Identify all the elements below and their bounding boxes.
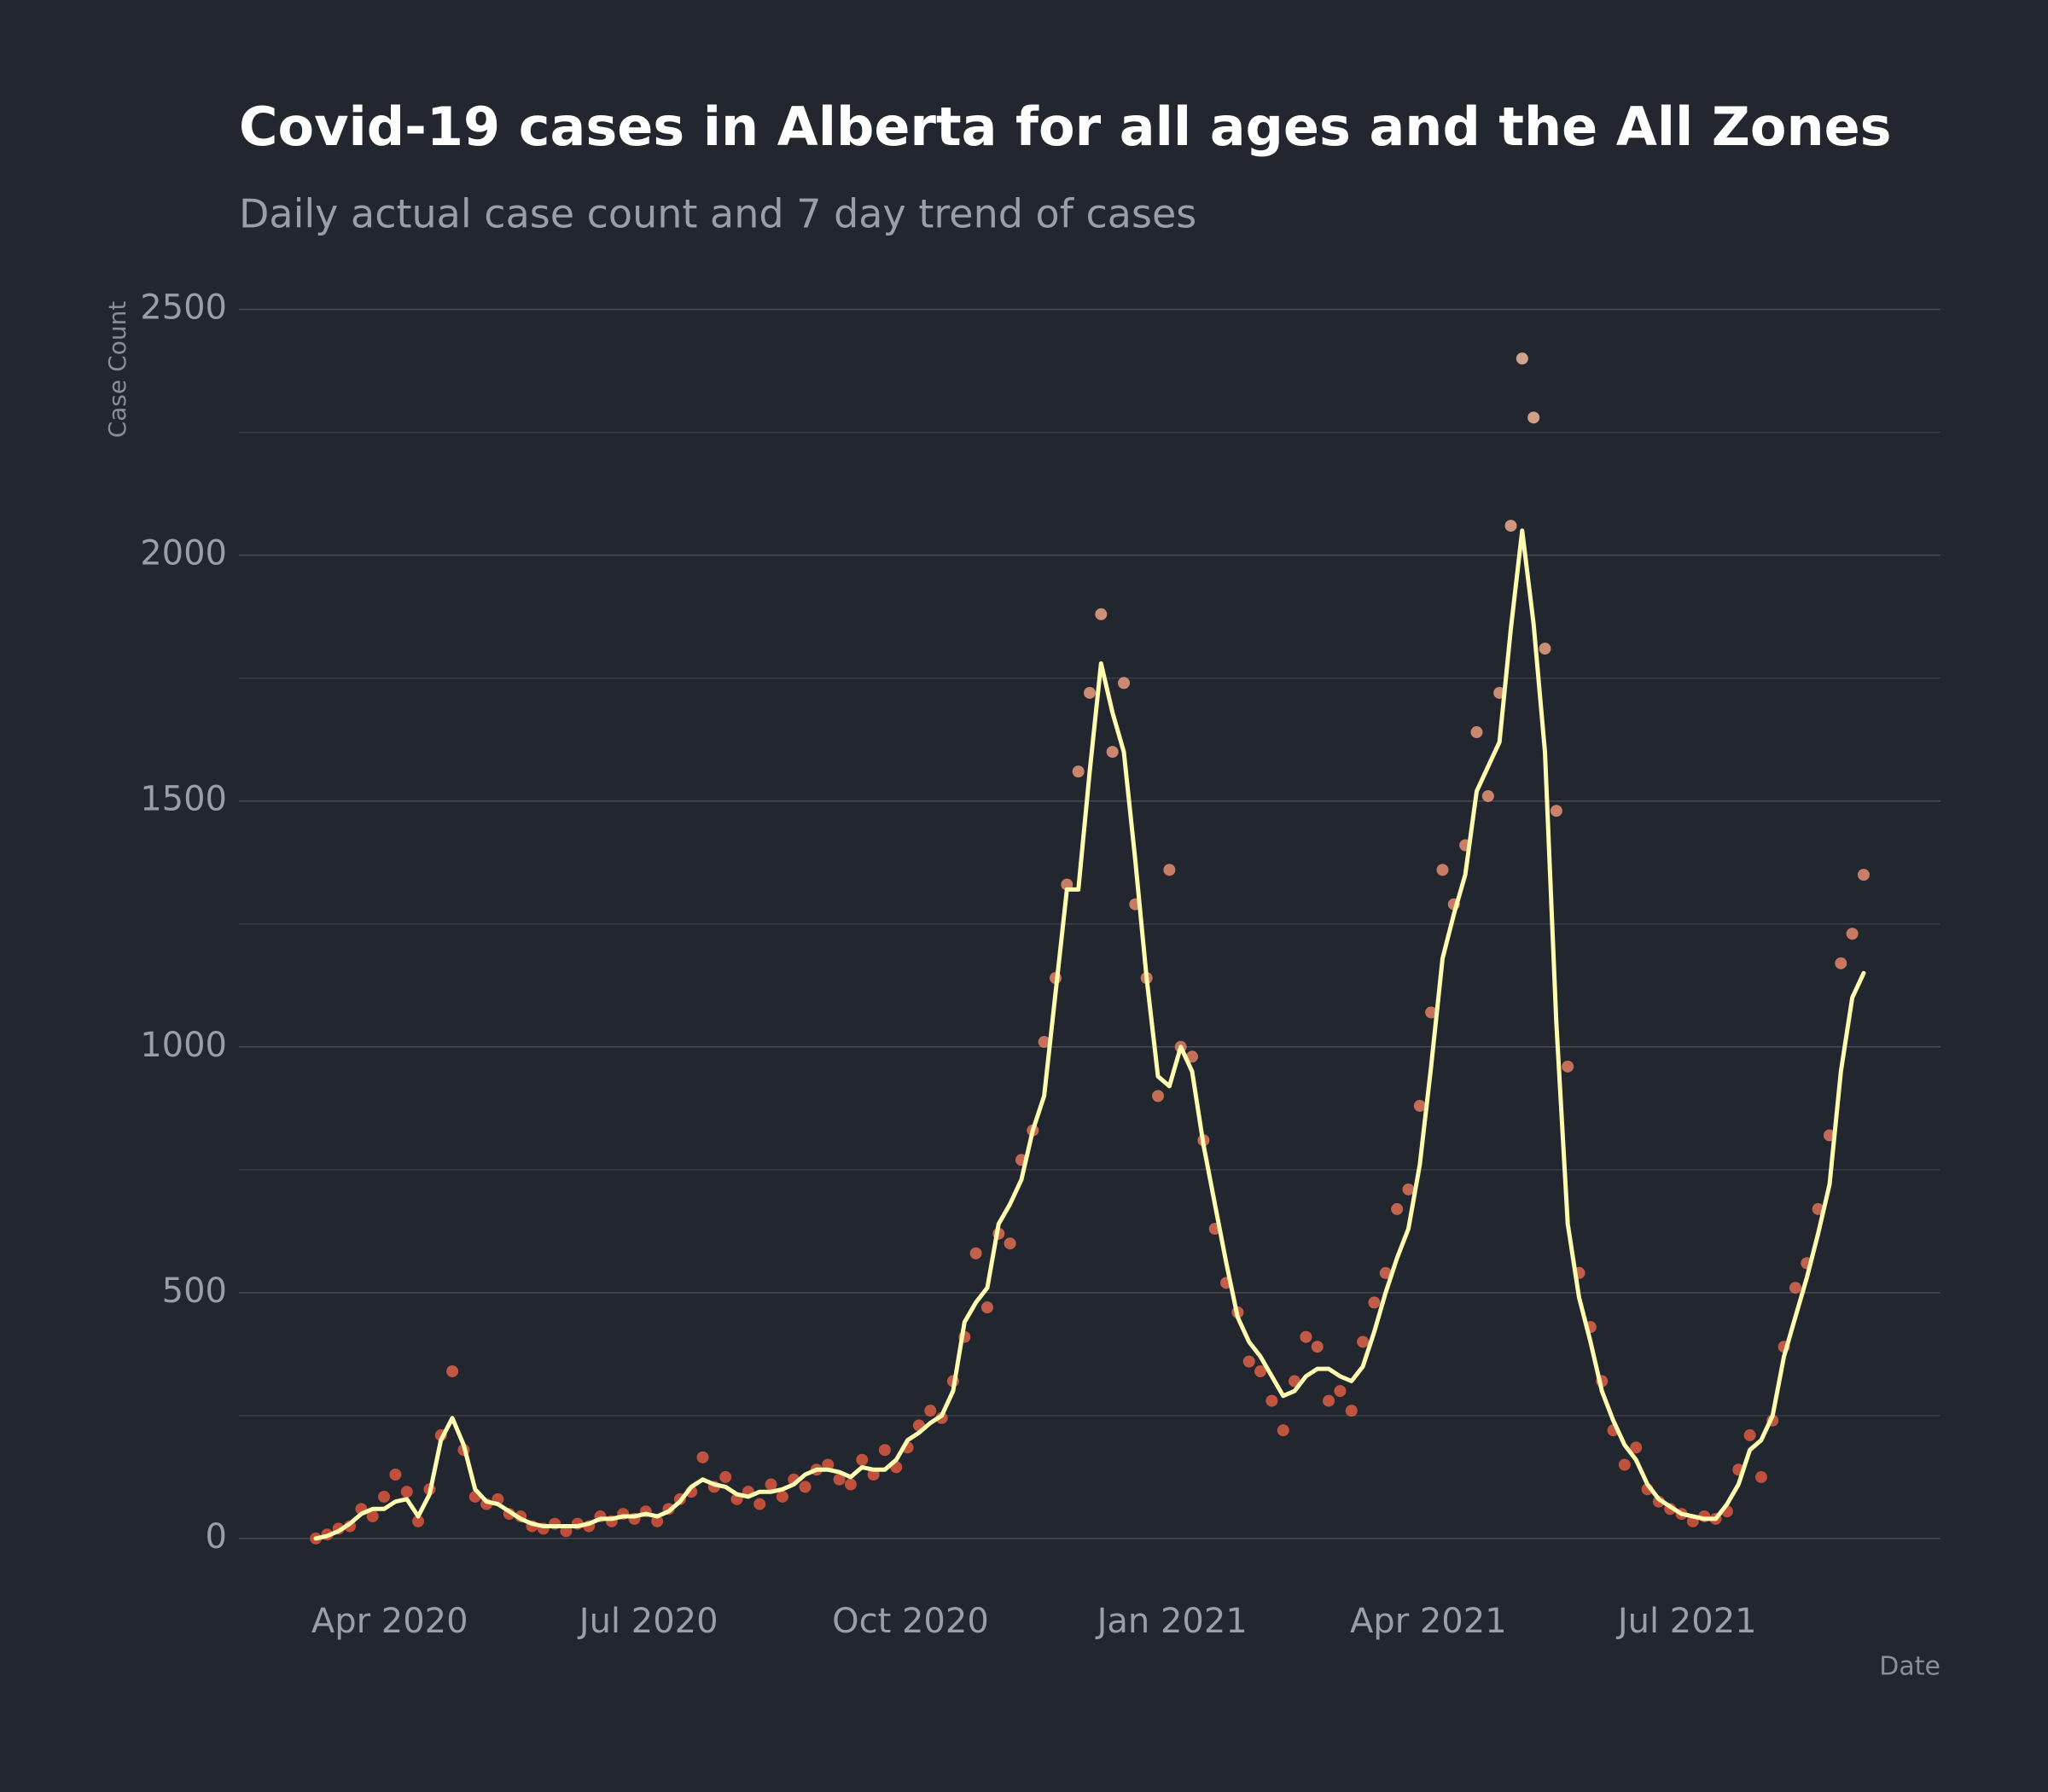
data-point bbox=[1277, 1424, 1289, 1437]
data-point bbox=[1038, 1036, 1050, 1049]
data-point bbox=[1095, 608, 1108, 620]
data-point bbox=[412, 1515, 425, 1527]
data-point bbox=[400, 1486, 413, 1498]
x-tick-label: Jan 2021 bbox=[1095, 1602, 1248, 1641]
data-point bbox=[1163, 864, 1176, 876]
x-tick-label: Jul 2021 bbox=[1615, 1602, 1757, 1641]
data-point bbox=[378, 1490, 391, 1503]
data-point bbox=[1152, 1090, 1165, 1103]
y-tick-label: 2500 bbox=[140, 288, 227, 328]
data-point bbox=[696, 1451, 709, 1463]
data-point bbox=[1391, 1202, 1404, 1215]
x-tick-label: Oct 2020 bbox=[832, 1602, 989, 1641]
data-point bbox=[1345, 1405, 1358, 1417]
y-tick-label: 500 bbox=[162, 1271, 227, 1311]
data-point bbox=[366, 1510, 379, 1522]
data-point bbox=[1379, 1266, 1392, 1279]
data-point bbox=[1425, 1006, 1438, 1019]
data-point bbox=[753, 1498, 766, 1510]
x-tick-label: Jul 2020 bbox=[577, 1602, 719, 1641]
data-point bbox=[924, 1405, 937, 1417]
data-point bbox=[1789, 1282, 1801, 1295]
data-point bbox=[1242, 1355, 1255, 1368]
data-point bbox=[1357, 1335, 1370, 1348]
data-point bbox=[1618, 1458, 1631, 1471]
data-point bbox=[719, 1470, 732, 1483]
data-point bbox=[1186, 1050, 1199, 1063]
chart-title: Covid-19 cases in Alberta for all ages a… bbox=[239, 96, 1892, 158]
y-tick-label: 2000 bbox=[140, 534, 227, 573]
data-point bbox=[1550, 805, 1562, 817]
data-point bbox=[765, 1478, 777, 1491]
data-point bbox=[1368, 1296, 1381, 1309]
data-point bbox=[1562, 1060, 1574, 1073]
data-point bbox=[1527, 411, 1540, 424]
trend-line bbox=[313, 528, 1866, 1541]
data-point bbox=[844, 1478, 857, 1491]
data-point bbox=[776, 1490, 788, 1503]
data-point bbox=[1413, 1099, 1426, 1112]
data-point bbox=[1835, 957, 1847, 969]
x-tick-label: Apr 2020 bbox=[311, 1602, 468, 1641]
data-point bbox=[1254, 1365, 1267, 1378]
y-tick-label: 0 bbox=[206, 1517, 227, 1556]
data-point bbox=[1846, 928, 1859, 940]
data-point bbox=[651, 1515, 664, 1527]
data-point bbox=[1754, 1470, 1767, 1483]
data-point bbox=[878, 1444, 891, 1457]
data-point bbox=[799, 1481, 812, 1493]
data-point bbox=[856, 1453, 869, 1466]
data-point bbox=[1084, 686, 1096, 699]
y-axis-title: Case Count bbox=[103, 301, 131, 439]
data-point bbox=[1118, 677, 1131, 689]
data-point bbox=[1265, 1394, 1278, 1407]
data-point bbox=[1504, 520, 1517, 532]
data-point bbox=[1470, 726, 1483, 739]
data-point bbox=[1481, 789, 1494, 802]
data-point bbox=[1323, 1394, 1335, 1407]
data-point bbox=[389, 1469, 402, 1481]
y-tick-label: 1000 bbox=[140, 1026, 227, 1065]
x-axis-title: Date bbox=[1879, 1652, 1940, 1682]
y-tick-label: 1500 bbox=[140, 780, 227, 819]
data-point bbox=[1311, 1341, 1324, 1353]
data-point bbox=[1300, 1330, 1312, 1343]
data-point bbox=[1072, 765, 1085, 778]
data-point bbox=[1106, 746, 1119, 759]
data-point bbox=[1516, 352, 1528, 365]
data-point bbox=[1630, 1441, 1643, 1454]
chart-subtitle: Daily actual case count and 7 day trend … bbox=[239, 191, 1196, 237]
data-point bbox=[1743, 1428, 1756, 1441]
data-point bbox=[980, 1301, 993, 1314]
data-point bbox=[969, 1247, 982, 1260]
x-tick-label: Apr 2021 bbox=[1350, 1602, 1507, 1641]
data-point bbox=[1436, 864, 1449, 876]
data-point bbox=[1004, 1237, 1016, 1250]
data-point bbox=[1539, 643, 1551, 655]
data-point bbox=[1402, 1183, 1415, 1196]
data-point bbox=[1857, 869, 1870, 881]
data-point bbox=[833, 1473, 846, 1486]
data-point bbox=[446, 1365, 459, 1378]
data-point bbox=[1334, 1385, 1347, 1398]
